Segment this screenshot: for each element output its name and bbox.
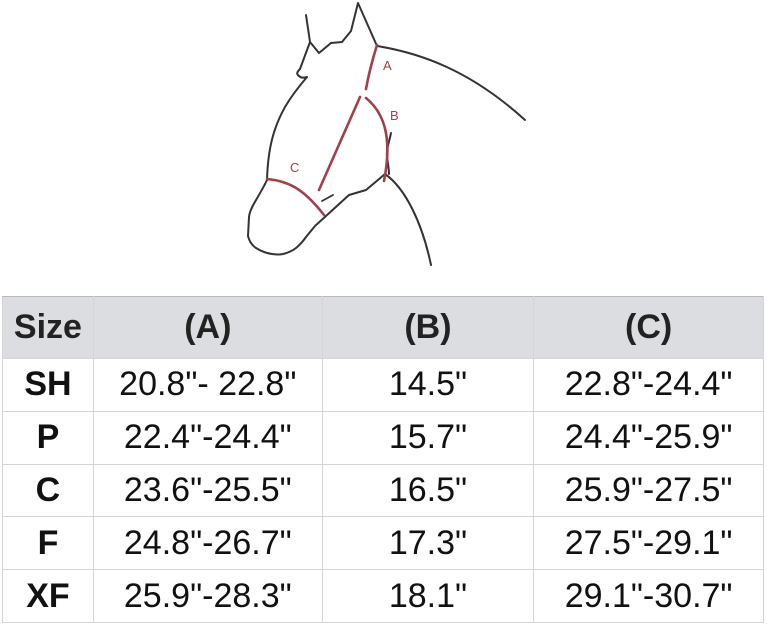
svg-text:C: C (290, 160, 299, 175)
svg-text:A: A (383, 58, 392, 73)
svg-text:B: B (390, 108, 399, 123)
